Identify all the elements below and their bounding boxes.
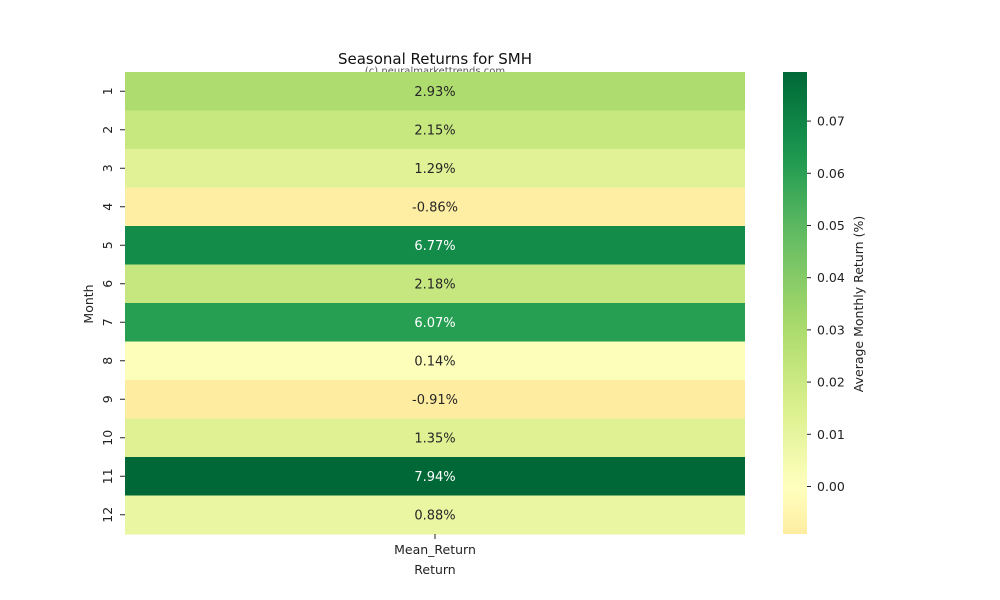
- cell-value-label: 2.18%: [414, 277, 455, 292]
- colorbar-tick-label: 0.00: [817, 479, 845, 494]
- y-tick-label: 1: [100, 87, 115, 95]
- cell-value-label: 6.07%: [414, 316, 455, 331]
- colorbar-tick-label: 0.05: [817, 218, 845, 233]
- chart-subtitle: (c) neuralmarkettrends.com: [365, 66, 505, 77]
- heatmap-cell-month-8: [125, 341, 745, 381]
- heatmap-cell-month-10: [125, 418, 745, 458]
- x-tick-label: Mean_Return: [394, 542, 476, 557]
- heatmap-cell-month-9: [125, 380, 745, 419]
- y-tick-label: 10: [100, 430, 115, 446]
- cell-value-label: 0.14%: [414, 354, 455, 369]
- colorbar: [783, 72, 807, 534]
- cell-value-label: 2.93%: [414, 85, 455, 100]
- chart-title: Seasonal Returns for SMH: [338, 50, 532, 68]
- y-tick-label: 12: [100, 507, 115, 523]
- y-axis-title: Month: [81, 284, 96, 323]
- cell-value-label: 1.35%: [414, 431, 455, 446]
- y-tick-label: 5: [100, 241, 115, 249]
- cell-value-label: 7.94%: [414, 470, 455, 485]
- y-tick-label: 4: [100, 203, 115, 211]
- heatmap-cell-month-4: [125, 187, 745, 227]
- cell-value-label: 6.77%: [414, 239, 455, 254]
- cell-value-label: 0.88%: [414, 508, 455, 523]
- y-tick-label: 7: [100, 318, 115, 326]
- heatmap-cell-month-3: [125, 149, 745, 188]
- colorbar-label: Average Monthly Return (%): [851, 216, 866, 392]
- y-tick-label: 6: [100, 280, 115, 288]
- cell-value-label: -0.91%: [412, 393, 458, 408]
- x-axis-title: Return: [414, 562, 455, 577]
- colorbar-tick-label: 0.03: [817, 322, 845, 337]
- heatmap-cell-month-12: [125, 495, 745, 535]
- heatmap-cell-month-5: [125, 226, 745, 265]
- colorbar-tick-label: 0.06: [817, 166, 845, 181]
- heatmap-cell-month-2: [125, 110, 745, 150]
- heatmap-cell-month-11: [125, 457, 745, 496]
- heatmap-cell-month-7: [125, 303, 745, 342]
- colorbar-tick-label: 0.04: [817, 270, 845, 285]
- cell-value-label: 1.29%: [414, 162, 455, 177]
- cell-value-label: 2.15%: [414, 123, 455, 138]
- heatmap-cell-month-6: [125, 264, 745, 304]
- colorbar-tick-label: 0.01: [817, 427, 845, 442]
- y-tick-label: 9: [100, 395, 115, 403]
- y-tick-label: 11: [100, 468, 115, 484]
- heatmap-cell-month-1: [125, 72, 745, 111]
- colorbar-tick-label: 0.07: [817, 114, 845, 129]
- y-tick-label: 3: [100, 164, 115, 172]
- y-tick-label: 2: [100, 126, 115, 134]
- colorbar-tick-label: 0.02: [817, 375, 845, 390]
- cell-value-label: -0.86%: [412, 200, 458, 215]
- y-tick-label: 8: [100, 357, 115, 365]
